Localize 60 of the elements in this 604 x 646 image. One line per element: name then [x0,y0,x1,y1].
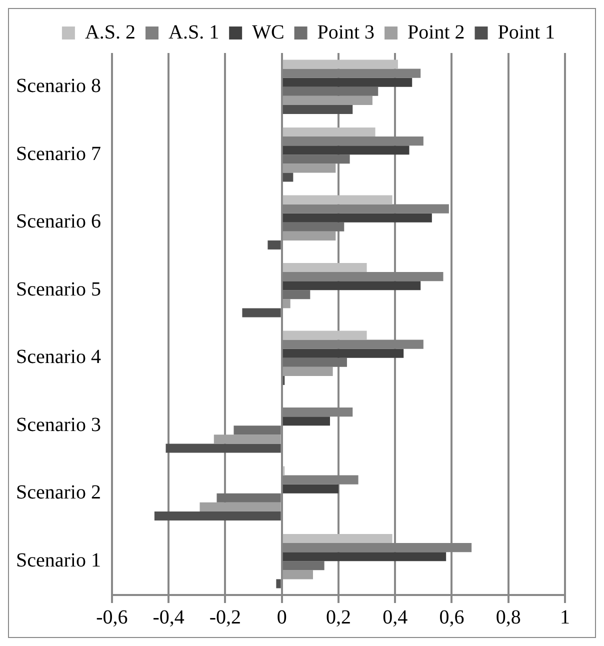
bar [282,128,376,137]
bar [268,240,281,250]
bar [282,222,344,232]
bar [282,263,367,272]
bar [282,154,350,164]
bar [282,78,412,87]
bar [282,290,310,300]
bar [282,146,410,155]
legend-label: Point 2 [408,21,465,44]
bar [234,426,281,435]
y-tick-label: Scenario 3 [16,414,101,436]
bar [282,330,367,340]
legend-label: A.S. 1 [168,21,220,44]
bar [282,484,338,494]
y-tick-label: Scenario 7 [16,142,101,165]
x-tick-label: -0,2 [209,606,242,628]
x-tick-label: -0,4 [152,606,184,628]
bar [200,502,281,512]
bar [214,434,281,444]
bar [282,570,314,580]
x-tick-label: 0,4 [382,606,408,628]
bar [276,579,281,588]
y-tick-label: Scenario 5 [16,278,101,300]
y-tick-label: Scenario 6 [16,210,101,233]
bar [282,358,347,367]
bar [282,299,290,308]
y-tick-label: Scenario 1 [16,549,101,572]
bar [282,104,353,114]
x-tick-label: 0 [276,606,287,628]
legend-label: A.S. 2 [84,21,136,44]
bar [282,552,446,562]
y-tick-label: Scenario 4 [16,346,101,368]
bar [282,195,392,204]
x-tick-label: 1 [560,606,570,628]
legend-label: WC [252,21,284,44]
bar [282,231,336,240]
bar [282,281,421,290]
bar [282,348,404,358]
bar [282,213,432,222]
legend-label: Point 1 [498,21,556,44]
bar [282,416,330,426]
bar [282,366,333,376]
bar [282,86,378,96]
bar [282,534,392,544]
bar [282,172,294,182]
bar [282,60,398,69]
y-tick-label: Scenario 8 [16,75,101,98]
x-tick-label: -0,6 [96,606,128,628]
y-tick-label: Scenario 2 [16,482,101,504]
x-tick-label: 0,6 [439,606,464,628]
bar [282,561,324,570]
bar [216,493,281,502]
x-tick-label: 0,2 [326,606,351,628]
bar [282,96,372,105]
bar [154,511,281,520]
x-tick-label: 0,8 [496,606,521,628]
bar [242,308,281,318]
bar [166,444,281,453]
legend-label: Point 3 [317,21,375,44]
bar [282,164,336,173]
